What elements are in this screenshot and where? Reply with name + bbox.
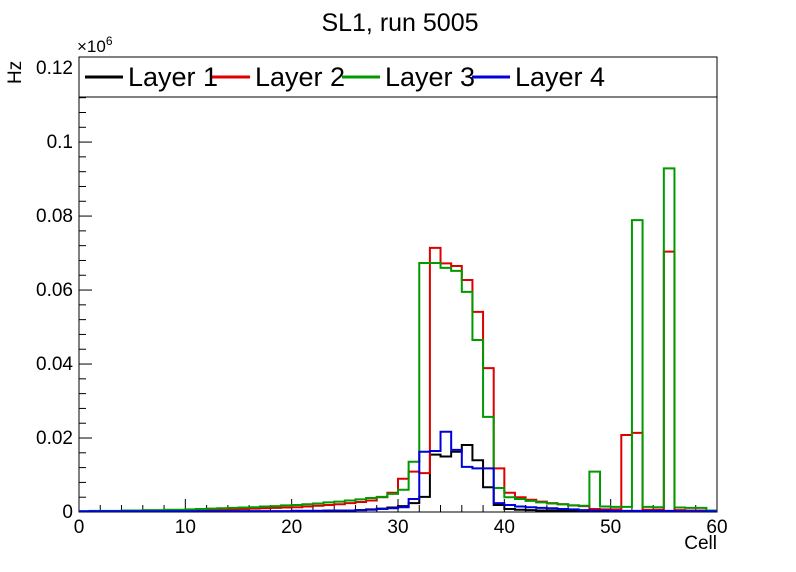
y-tick-label: 0.06 [36,280,73,301]
x-tick-label: 30 [387,517,408,538]
legend-label-layer-4: Layer 4 [515,62,605,92]
x-axis-label: Cell [684,533,717,554]
legend-entry: Layer 1 [85,62,218,92]
x-tick-label: 60 [706,517,727,538]
y-axis-multiplier-exponent: 6 [106,34,113,48]
y-axis-multiplier: ×106 [77,34,113,56]
legend-entry: Layer 2 [212,62,345,92]
legend-label-layer-3: Layer 3 [385,62,475,92]
x-tick-label: 20 [281,517,302,538]
x-tick-label: 40 [494,517,515,538]
y-tick-label: 0.12 [36,58,73,79]
x-tick-label: 0 [74,517,85,538]
legend-entry: Layer 3 [342,62,475,92]
legend-label-layer-1: Layer 1 [128,62,218,92]
histogram-series-group [79,167,717,512]
y-tick-label: 0 [62,502,73,523]
legend-box [78,56,718,98]
y-axis-multiplier-base: ×10 [77,37,106,56]
series-layer-4 [79,430,717,512]
x-tick-label: 50 [600,517,621,538]
y-axis-ticks [79,67,92,498]
x-tick-label: 10 [175,517,196,538]
y-tick-label: 0.04 [36,354,73,375]
legend-label-layer-2: Layer 2 [255,62,345,92]
series-layer-2 [79,246,717,512]
y-tick-label: 0.1 [47,132,73,153]
series-layer-3 [79,167,717,512]
legend: Layer 1 Layer 2 Layer 3 Layer 4 [78,56,718,98]
y-axis-label: Hz [5,61,26,84]
y-tick-label: 0.02 [36,428,73,449]
x-axis-tick-labels: 0 10 20 30 40 50 60 [74,517,728,538]
legend-entry: Layer 4 [472,62,605,92]
y-axis-tick-labels: 0 0.02 0.04 0.06 0.08 0.1 0.12 [36,58,73,523]
chart-title: SL1, run 5005 [321,9,478,37]
y-tick-label: 0.08 [36,206,73,227]
